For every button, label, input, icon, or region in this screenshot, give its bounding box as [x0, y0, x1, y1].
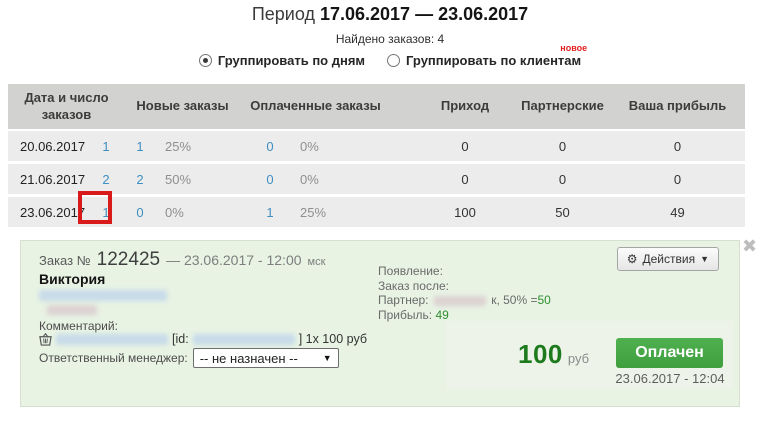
- col-header-income: Приход: [440, 98, 490, 114]
- period-label: Период: [251, 4, 315, 24]
- new-feature-badge: новое: [560, 42, 588, 53]
- row-partner: 0: [558, 138, 567, 154]
- profit-value: 49: [435, 307, 449, 322]
- row-order-count-link[interactable]: 1: [102, 138, 110, 154]
- partner-line: Партнер: к, 50% =50: [378, 293, 551, 308]
- order-number-label: Заказ №: [39, 253, 91, 268]
- partner-amount: 50: [537, 293, 551, 307]
- redacted-product-name: [56, 333, 168, 345]
- new-orders-percent: 50%: [165, 171, 192, 187]
- paid-status-button[interactable]: Оплачен: [616, 338, 723, 368]
- manager-select-value: -- не назначен --: [199, 350, 298, 366]
- profit-label: Прибыль:: [378, 307, 433, 322]
- order-item-line: [id: ] 1x 100 руб: [39, 332, 367, 346]
- row-income: 0: [461, 171, 469, 187]
- amount-value: 100: [518, 339, 563, 369]
- customer-name: Виктория: [39, 271, 106, 287]
- row-date: 21.06.2017: [20, 171, 86, 187]
- radio-group-by-days[interactable]: Группировать по дням: [198, 52, 366, 68]
- paid-orders-count-link[interactable]: 0: [266, 171, 274, 187]
- radio-checked-icon[interactable]: [198, 53, 212, 67]
- manager-select[interactable]: -- не назначен -- ▼: [192, 348, 339, 368]
- radio-by-days-label: Группировать по дням: [217, 52, 366, 68]
- orders-table-header: Дата и число заказов Новые заказы Оплаче…: [8, 84, 745, 129]
- new-orders-count-link[interactable]: 2: [136, 171, 144, 187]
- payment-box: 100 руб Оплачен 23.06.2017 - 12:04: [446, 321, 733, 389]
- red-highlight-rectangle: [78, 191, 112, 224]
- new-orders-count-link[interactable]: 1: [136, 138, 144, 154]
- orders-table-body: 20.06.2017 1 1 25% 0 0% 0 0 0 21.06.2017…: [8, 131, 745, 230]
- basket-icon: [39, 332, 52, 346]
- order-detail-panel: Заказ № 122425 — 23.06.2017 - 12:00 мск …: [20, 240, 740, 407]
- row-date: 20.06.2017: [20, 138, 86, 154]
- order-panel-header: Заказ № 122425 — 23.06.2017 - 12:00 мск: [39, 249, 325, 271]
- item-quantity-price: ] 1x 100 руб: [298, 332, 367, 346]
- redacted-partner-name: [433, 295, 486, 306]
- select-caret-icon: ▼: [322, 353, 332, 363]
- page-title: Период 17.06.2017 — 23.06.2017: [0, 4, 780, 25]
- col-header-new-orders: Новые заказы: [136, 98, 229, 114]
- order-number: 122425: [96, 249, 161, 270]
- comment-label: Комментарий:: [39, 319, 118, 333]
- row-income: 0: [461, 138, 469, 154]
- paid-orders-percent: 0%: [300, 138, 319, 154]
- partner-share: к, 50% =: [491, 293, 538, 307]
- period-dates: 17.06.2017 — 23.06.2017: [319, 4, 529, 24]
- paid-orders-count-link[interactable]: 1: [266, 204, 274, 220]
- table-row: 21.06.2017 2 2 50% 0 0% 0 0 0: [8, 164, 745, 194]
- redacted-customer-phone: [47, 305, 97, 315]
- paid-orders-percent: 0%: [300, 171, 319, 187]
- paid-orders-count-link[interactable]: 0: [266, 138, 274, 154]
- order-datetime: — 23.06.2017 - 12:00: [166, 252, 302, 268]
- row-order-count-link[interactable]: 2: [102, 171, 110, 187]
- new-orders-count-link[interactable]: 0: [136, 204, 144, 220]
- profit-line: Прибыль: 49: [378, 307, 551, 323]
- row-profit: 0: [673, 171, 682, 187]
- row-date: 23.06.2017: [20, 204, 86, 220]
- row-partner: 0: [558, 171, 567, 187]
- paid-datetime: 23.06.2017 - 12:04: [615, 371, 725, 386]
- row-profit: 0: [673, 138, 682, 154]
- table-row: 23.06.2017 1 0 0% 1 25% 100 50 49: [8, 197, 745, 227]
- actions-button-label: Действия: [642, 252, 696, 266]
- col-header-profit: Ваша прибыль: [628, 98, 727, 114]
- redacted-product-id: [192, 333, 295, 345]
- row-partner: 50: [555, 204, 570, 220]
- close-icon[interactable]: ✖: [742, 236, 758, 256]
- manager-row: Ответственный менеджер: -- не назначен -…: [39, 348, 339, 368]
- gear-icon: ⚙: [626, 252, 638, 266]
- appearance-label: Появление:: [378, 264, 443, 278]
- paid-orders-percent: 25%: [300, 204, 327, 220]
- table-row: 20.06.2017 1 1 25% 0 0% 0 0 0: [8, 131, 745, 161]
- item-id-prefix: [id:: [172, 332, 189, 346]
- chevron-down-icon: ▼: [700, 253, 709, 264]
- row-order-count-link-highlighted[interactable]: 1: [102, 204, 110, 220]
- payment-amount: 100 руб: [518, 339, 589, 370]
- redacted-customer-email: [39, 290, 167, 301]
- col-header-date-count: Дата и число заказов: [24, 90, 109, 122]
- radio-unchecked-icon[interactable]: [387, 53, 401, 67]
- col-header-partner: Партнерские: [521, 98, 604, 114]
- order-timezone: мск: [307, 256, 326, 268]
- row-profit: 49: [670, 204, 685, 220]
- new-orders-percent: 25%: [165, 138, 192, 154]
- order-info-block: Появление: Заказ после: Партнер: к, 50% …: [378, 264, 551, 323]
- radio-by-clients-label: Группировать по клиентам: [406, 52, 582, 68]
- currency-label: руб: [567, 351, 590, 366]
- col-header-paid-orders: Оплаченные заказы: [250, 98, 381, 114]
- partner-label: Партнер:: [378, 293, 429, 307]
- manager-label: Ответственный менеджер:: [39, 351, 188, 365]
- row-income: 100: [454, 204, 476, 220]
- radio-group-by-clients[interactable]: Группировать по клиентам новое: [387, 43, 587, 68]
- order-after-label: Заказ после:: [378, 278, 449, 293]
- found-orders-count: Найдено заказов: 4: [335, 32, 445, 46]
- actions-button[interactable]: ⚙ Действия ▼: [616, 247, 719, 271]
- new-orders-percent: 0%: [165, 204, 184, 220]
- grouping-options: Группировать по дням Группировать по кли…: [0, 43, 780, 69]
